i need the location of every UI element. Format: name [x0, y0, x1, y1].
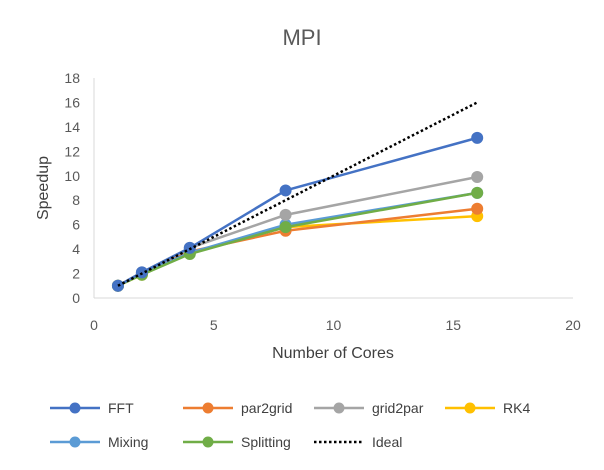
y-axis-label: Speedup [35, 156, 52, 220]
data-point-fft [279, 184, 292, 197]
data-point-grid2par [471, 171, 484, 183]
data-point-grid2par [279, 208, 292, 221]
series-line-mixing [117, 191, 478, 287]
legend-label-splitting: Splitting [241, 434, 291, 450]
chart-title: MPI [282, 25, 321, 50]
legend-label-par2grid: par2grid [241, 400, 292, 416]
legend-item-ideal: Ideal [314, 434, 402, 450]
y-tick-label: 2 [72, 266, 80, 282]
legend-label-ideal: Ideal [372, 434, 402, 450]
legend-marker-rk4 [464, 402, 476, 414]
series-grid2par [111, 171, 484, 292]
legend-item-rk4: RK4 [445, 400, 530, 416]
legend-item-mixing: Mixing [50, 434, 148, 450]
legend-label-mixing: Mixing [108, 434, 148, 450]
legend-marker-grid2par [333, 402, 345, 414]
y-tick-label: 10 [64, 168, 80, 184]
x-tick-label: 10 [326, 317, 342, 333]
y-tick-label: 4 [72, 241, 80, 257]
y-tick-label: 0 [72, 290, 80, 306]
legend-label-fft: FFT [108, 400, 134, 416]
tick-labels: 0 2 4 6 8 10 12 14 16 18 0 5 10 15 20 [64, 70, 581, 333]
x-tick-label: 0 [90, 317, 98, 333]
legend-marker-mixing [69, 436, 81, 448]
legend: FFT par2grid grid2par RK4 Mixing Splitting Ide… [50, 400, 530, 450]
legend-marker-par2grid [202, 402, 214, 414]
legend-item-par2grid: par2grid [183, 400, 292, 416]
data-point-splitting [279, 221, 292, 234]
data-point-splitting [471, 186, 484, 199]
legend-item-grid2par: grid2par [314, 400, 424, 416]
series-line-splitting [117, 191, 478, 287]
y-tick-label: 6 [72, 217, 80, 233]
legend-item-fft: FFT [50, 400, 134, 416]
series-splitting [111, 186, 484, 292]
legend-marker-fft [69, 402, 81, 414]
series-group [111, 101, 484, 292]
series-line-ideal [117, 101, 478, 287]
data-point-fft [471, 131, 484, 144]
legend-marker-splitting [202, 436, 214, 448]
series-ideal [117, 101, 478, 287]
y-tick-label: 16 [64, 94, 80, 110]
x-tick-label: 5 [210, 317, 218, 333]
legend-label-grid2par: grid2par [372, 400, 424, 416]
x-tick-label: 15 [445, 317, 461, 333]
axes [93, 78, 573, 299]
x-axis-label: Number of Cores [272, 345, 394, 362]
series-line-rk4 [117, 214, 478, 287]
y-tick-label: 8 [72, 192, 80, 208]
y-tick-label: 18 [64, 70, 80, 86]
x-tick-label: 20 [565, 317, 581, 333]
legend-item-splitting: Splitting [183, 434, 291, 450]
data-point-par2grid [471, 202, 484, 215]
y-tick-label: 12 [64, 143, 80, 159]
legend-label-rk4: RK4 [503, 400, 530, 416]
y-tick-label: 14 [64, 119, 80, 135]
series-par2grid [111, 202, 484, 292]
